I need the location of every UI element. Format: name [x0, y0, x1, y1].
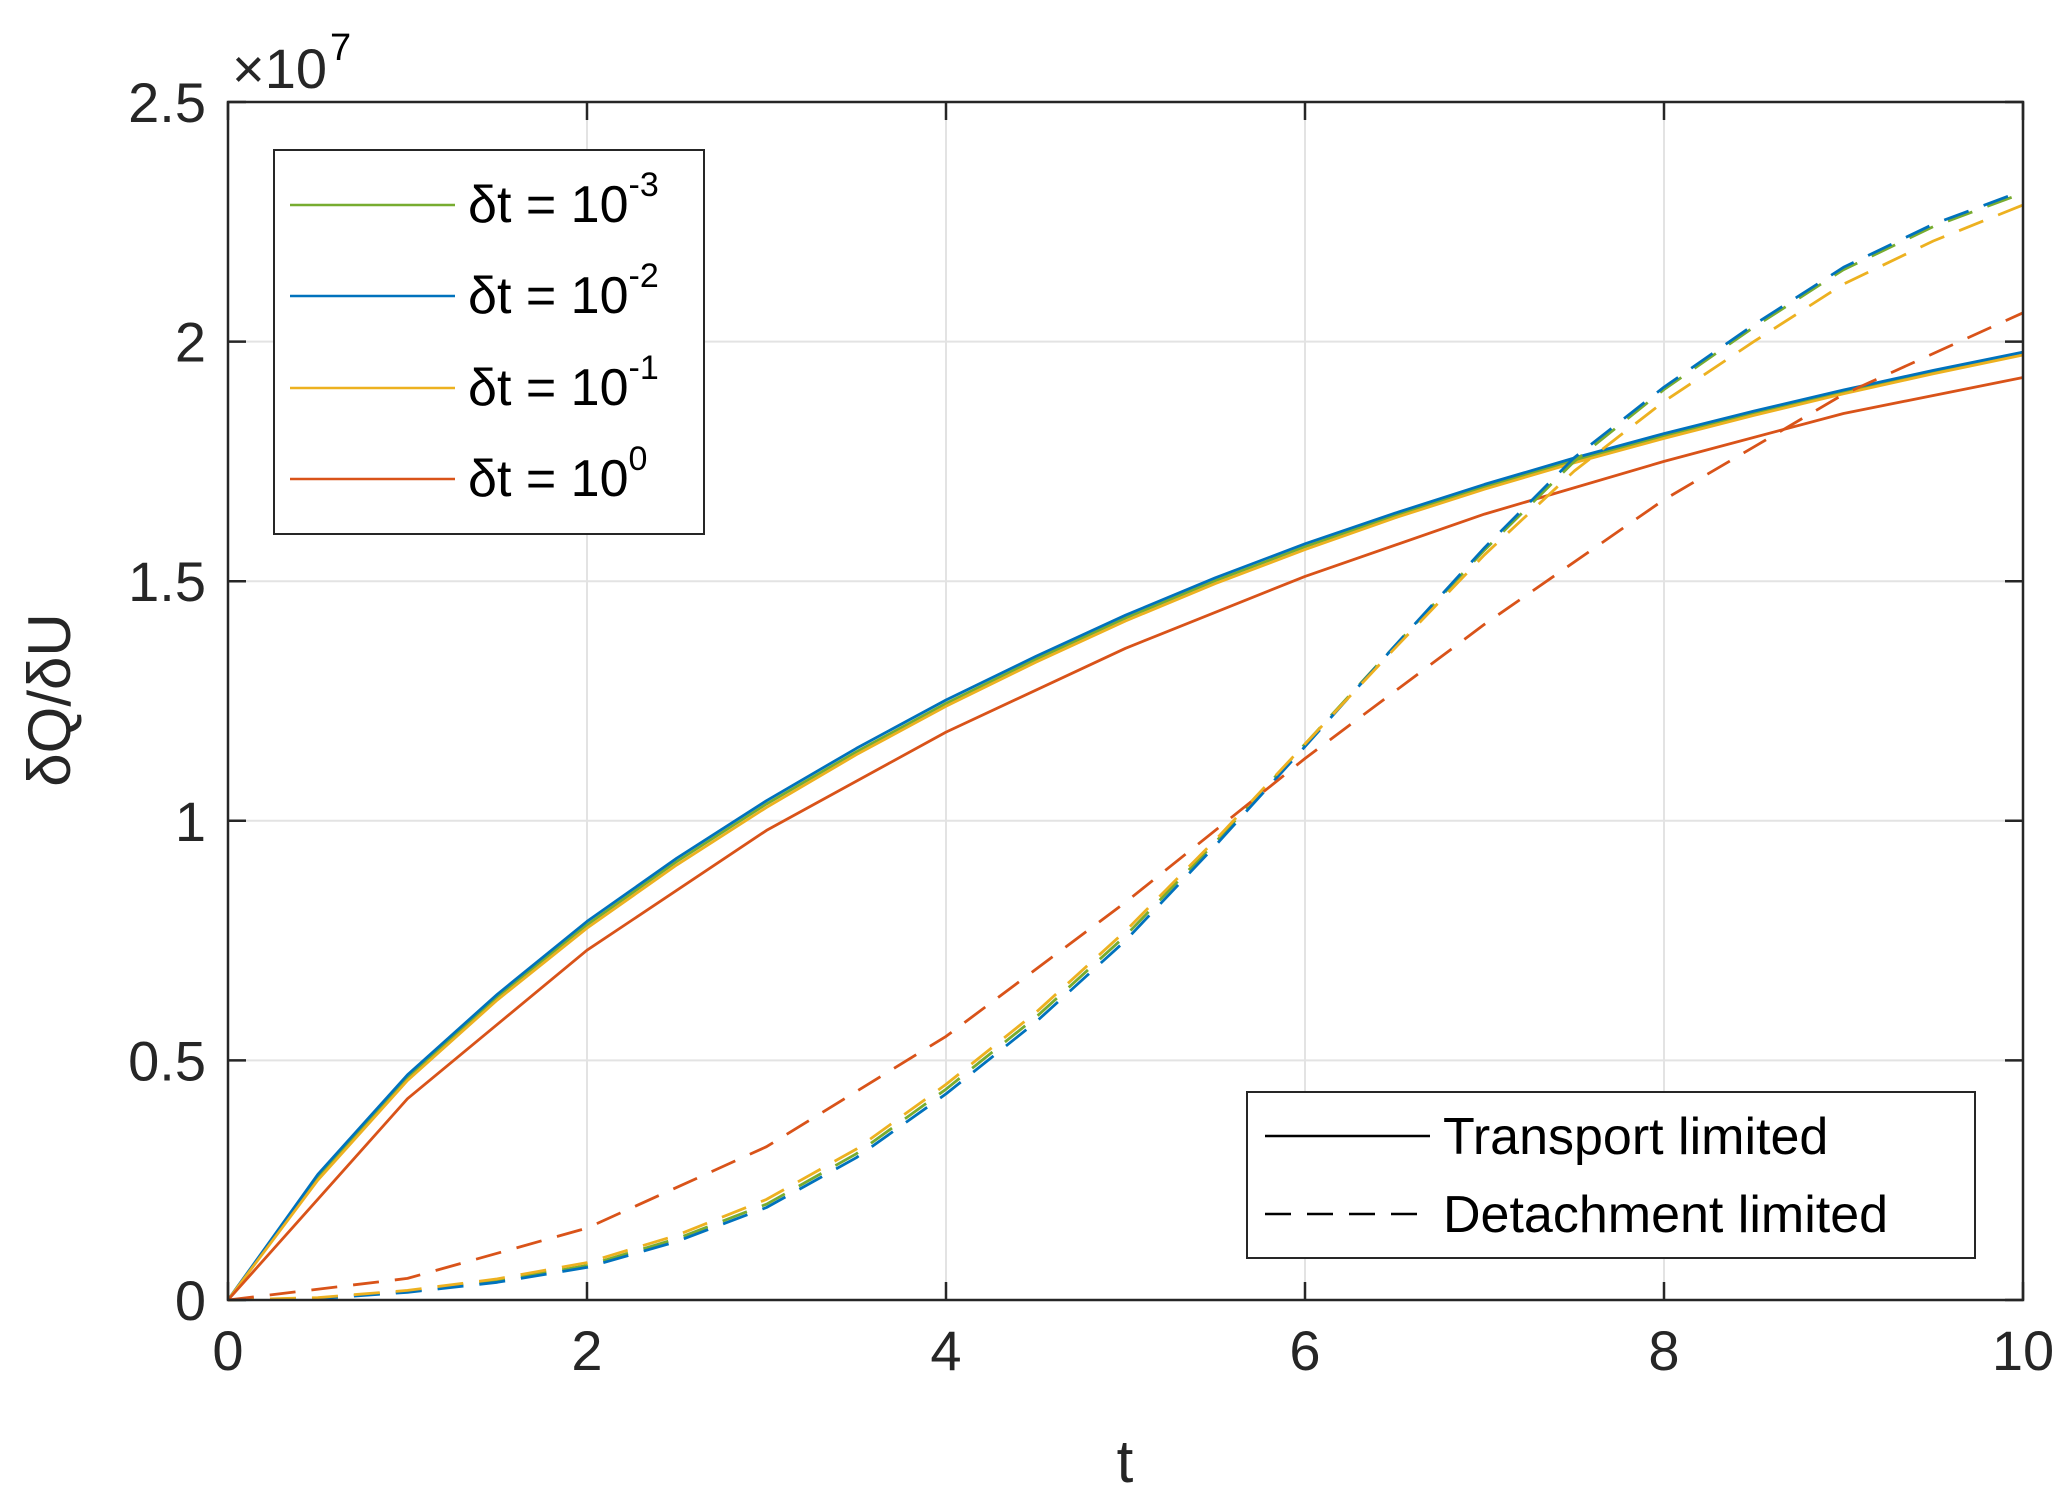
legend-label-transport: Transport limited: [1443, 1108, 1828, 1166]
axes-box: [226, 100, 2025, 1302]
x-tick-label: 0: [212, 1319, 243, 1382]
x-tick-label: 10: [1992, 1319, 2054, 1382]
y-tick-label: 0: [175, 1269, 206, 1332]
legend-label-dt-1e0: δt = 100: [468, 440, 647, 508]
x-tick-label: 6: [1289, 1319, 1320, 1382]
y-multiplier: ×10 7: [232, 27, 351, 100]
legend-label-dt-1e-1: δt = 10-1: [468, 349, 659, 417]
legend-label-dt-1e-3: δt = 10-3: [468, 166, 659, 234]
series-line-dt-1e0-solid: [226, 376, 2024, 1301]
legend-timestep: δt = 10-3 δt = 10-2 δt = 10-1 δt = 100: [273, 149, 705, 535]
y-tick-label: 2.5: [128, 71, 206, 134]
x-tick-label: 8: [1648, 1319, 1679, 1382]
ticks: 0 2 4 6 8 10 0 0.5 1 1.5 2 2.5: [128, 71, 2054, 1382]
x-axis-label: t: [1117, 1428, 1134, 1494]
series-line-dt-1e-2-solid: [226, 350, 2024, 1301]
legend-style-box: [1246, 1091, 1976, 1259]
legend-timestep-box: [273, 149, 705, 535]
series-line-dt-1e-3-dashed: [227, 191, 2024, 1302]
x-tick-label: 4: [930, 1319, 961, 1382]
y-multiplier-base: ×10: [232, 37, 327, 100]
y-multiplier-exponent: 7: [330, 27, 351, 69]
y-axis-label: δQ/δU: [16, 613, 83, 786]
legend-label-dt-1e-2: δt = 10-2: [468, 257, 659, 325]
legend-label-detachment: Detachment limited: [1443, 1186, 1888, 1244]
series-line-dt-1e0-dashed: [227, 311, 2024, 1302]
legend-style: Transport limited Detachment limited: [1246, 1091, 1976, 1259]
series-line-dt-1e-1-dashed: [227, 203, 2024, 1302]
series-group: [226, 189, 2024, 1302]
y-tick-label: 1: [175, 790, 206, 853]
series-line-dt-1e-3-solid: [226, 352, 2024, 1301]
series-line-dt-1e-1-solid: [226, 353, 2024, 1301]
x-tick-label: 2: [571, 1319, 602, 1382]
y-tick-label: 1.5: [128, 550, 206, 613]
y-tick-label: 0.5: [128, 1029, 206, 1092]
series-line-dt-1e-2-dashed: [227, 189, 2024, 1302]
y-tick-label: 2: [175, 311, 206, 374]
